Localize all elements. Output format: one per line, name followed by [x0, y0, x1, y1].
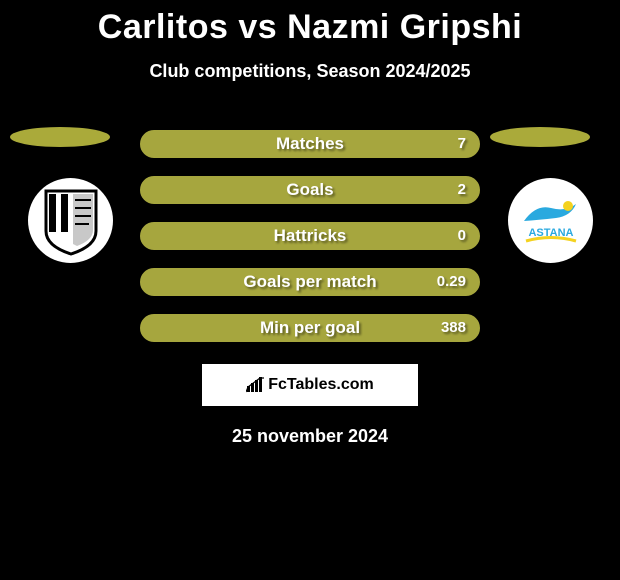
- stat-row: Min per goal 388: [0, 306, 620, 352]
- date: 25 november 2024: [0, 426, 620, 447]
- stat-bar: [140, 176, 480, 204]
- subtitle: Club competitions, Season 2024/2025: [0, 61, 620, 82]
- comparison-card: Carlitos vs Nazmi Gripshi Club competiti…: [0, 0, 620, 580]
- title-player1: Carlitos: [98, 8, 229, 46]
- title-vs: vs: [238, 8, 277, 46]
- stat-row: Matches 7: [0, 122, 620, 168]
- site-attribution: FcTables.com: [202, 364, 418, 406]
- stats-list: Matches 7 Goals 2 Hattricks 0 Goals per …: [0, 122, 620, 352]
- stat-bar: [140, 268, 480, 296]
- page-title: Carlitos vs Nazmi Gripshi: [0, 0, 620, 47]
- site-label: FcTables.com: [246, 376, 374, 394]
- site-text: FcTables.com: [268, 376, 374, 394]
- title-player2: Nazmi Gripshi: [287, 8, 522, 46]
- bar-chart-icon: [246, 377, 266, 393]
- stat-row: Hattricks 0: [0, 214, 620, 260]
- stat-row: Goals per match 0.29: [0, 260, 620, 306]
- stat-bar: [140, 130, 480, 158]
- stat-bar: [140, 222, 480, 250]
- stat-bar: [140, 314, 480, 342]
- stat-row: Goals 2: [0, 168, 620, 214]
